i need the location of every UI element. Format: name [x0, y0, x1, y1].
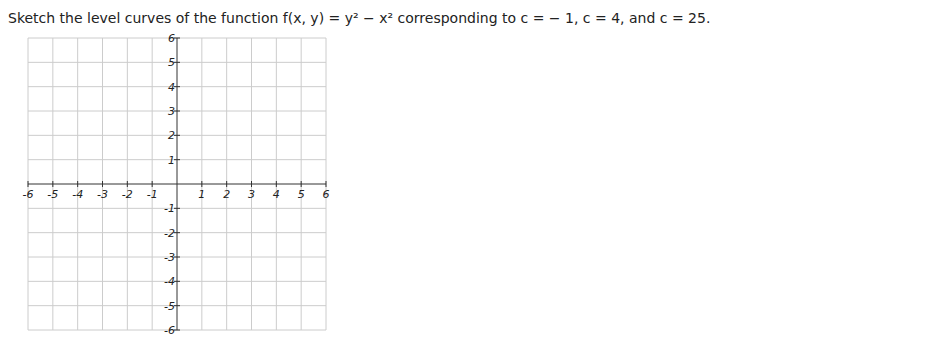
svg-text:4: 4 — [273, 188, 280, 201]
svg-text:1: 1 — [198, 188, 205, 201]
svg-text:6: 6 — [168, 32, 175, 45]
svg-text:2: 2 — [223, 188, 230, 201]
svg-text:-1: -1 — [164, 202, 175, 215]
svg-text:5: 5 — [168, 56, 175, 69]
svg-text:-4: -4 — [164, 275, 175, 288]
svg-text:-2: -2 — [122, 188, 133, 201]
svg-text:-1: -1 — [147, 188, 158, 201]
svg-text:-5: -5 — [47, 188, 58, 201]
svg-text:-4: -4 — [72, 188, 83, 201]
svg-text:-3: -3 — [164, 251, 175, 264]
svg-text:5: 5 — [298, 188, 305, 201]
svg-text:-2: -2 — [164, 227, 175, 240]
svg-text:1: 1 — [168, 154, 175, 167]
svg-text:3: 3 — [168, 105, 175, 118]
svg-text:4: 4 — [168, 81, 175, 94]
svg-text:6: 6 — [323, 188, 330, 201]
svg-text:-5: -5 — [164, 300, 175, 313]
svg-text:3: 3 — [248, 188, 255, 201]
svg-text:2: 2 — [168, 129, 175, 142]
svg-text:-6: -6 — [164, 324, 175, 337]
html-text:Sketch the level curves of the: Sketch the level curves of the function … — [8, 10, 711, 26]
svg-text:-3: -3 — [97, 188, 108, 201]
svg-text:-6: -6 — [23, 188, 34, 201]
